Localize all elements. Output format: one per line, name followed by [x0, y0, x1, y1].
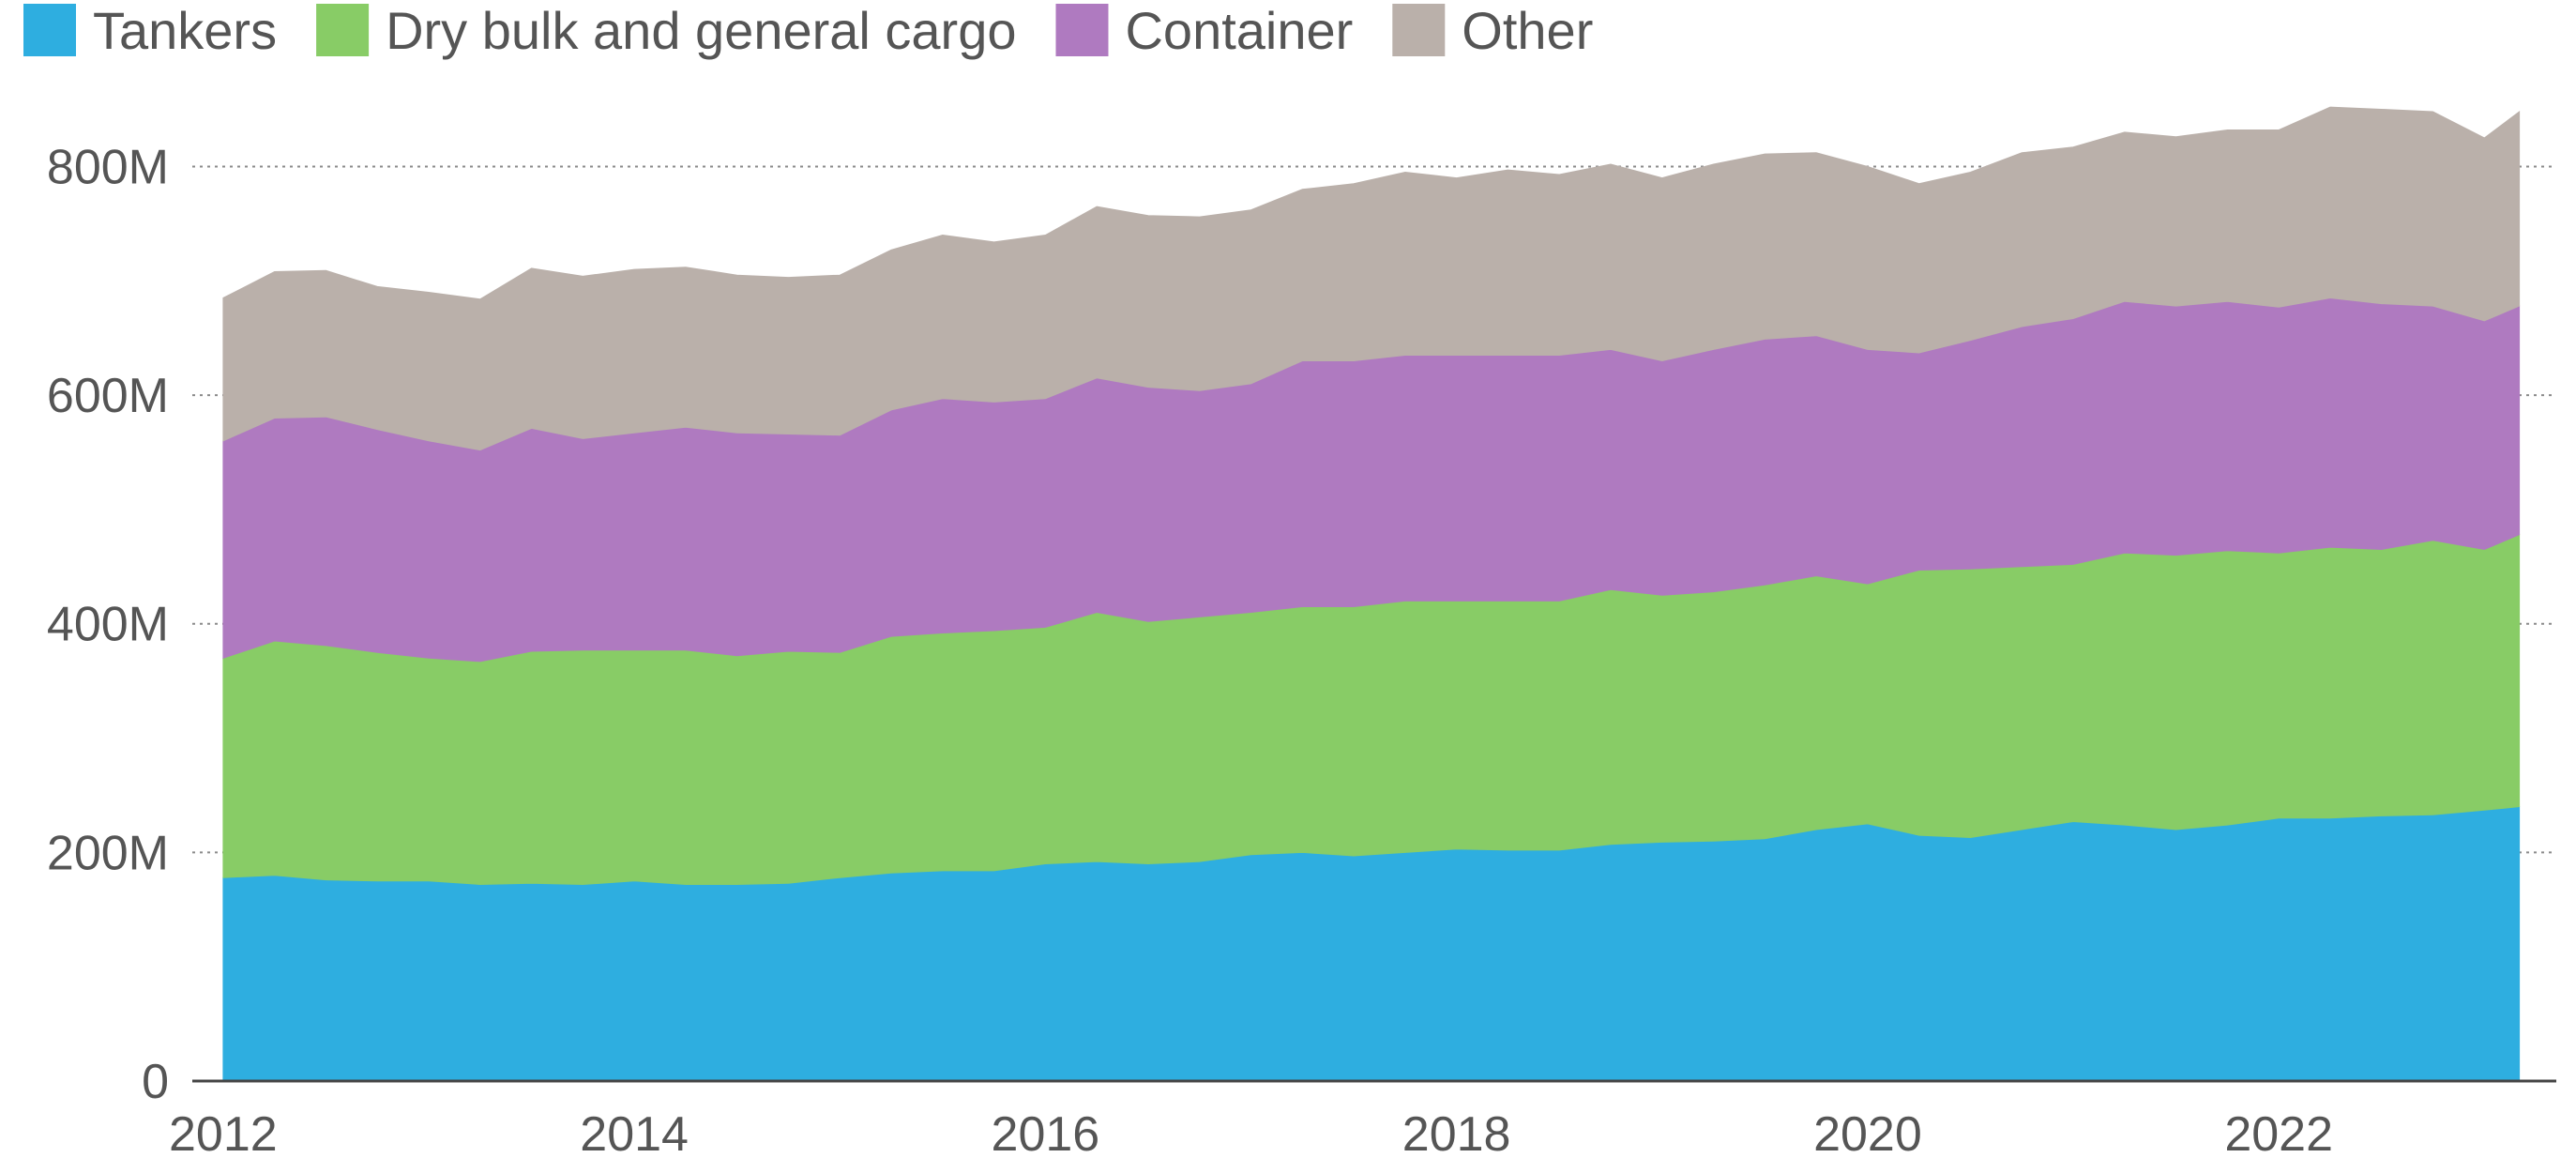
- x-axis-ticks: 2012 2014 2016 2018 2020 2022: [169, 1107, 2333, 1162]
- legend-item-dry-bulk-and-general-cargo: Dry bulk and general cargo: [316, 1, 1016, 60]
- legend-swatch: [23, 4, 76, 56]
- legend-label: Tankers: [93, 1, 277, 60]
- legend-label: Dry bulk and general cargo: [386, 1, 1016, 60]
- legend-item-other: Other: [1392, 1, 1593, 60]
- x-tick-label: 2014: [580, 1107, 689, 1162]
- legend: Tankers Dry bulk and general cargo Contain…: [23, 1, 1593, 60]
- x-tick-label: 2018: [1402, 1107, 1511, 1162]
- area-series: [222, 106, 2521, 1082]
- legend-swatch: [1392, 4, 1446, 56]
- legend-label: Container: [1125, 1, 1353, 60]
- y-tick-label: 0: [142, 1055, 169, 1109]
- x-tick-label: 2016: [992, 1107, 1100, 1162]
- legend-swatch: [1055, 4, 1109, 56]
- legend-item-container: Container: [1055, 1, 1353, 60]
- x-tick-label: 2012: [169, 1107, 278, 1162]
- y-tick-label: 800M: [47, 140, 169, 194]
- x-tick-label: 2020: [1813, 1107, 1922, 1162]
- area-other: [222, 106, 2521, 451]
- y-tick-label: 600M: [47, 369, 169, 423]
- legend-label: Other: [1462, 1, 1593, 60]
- x-tick-label: 2022: [2224, 1107, 2333, 1162]
- y-tick-label: 200M: [47, 826, 169, 880]
- legend-swatch: [316, 4, 370, 56]
- y-tick-label: 400M: [47, 598, 169, 652]
- legend-item-tankers: Tankers: [23, 1, 277, 60]
- y-axis-ticks: 0 200M 400M 600M 800M: [47, 140, 169, 1109]
